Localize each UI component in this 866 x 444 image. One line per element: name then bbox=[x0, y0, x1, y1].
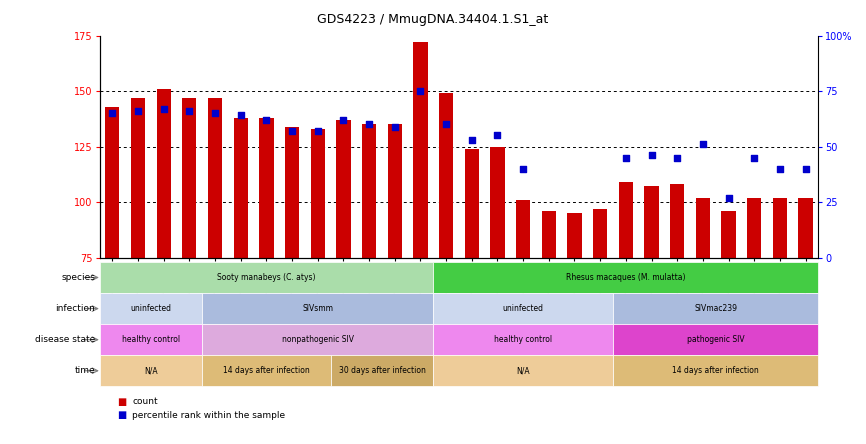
Text: species: species bbox=[61, 273, 95, 282]
Text: 30 days after infection: 30 days after infection bbox=[339, 366, 425, 375]
Bar bbox=[747, 198, 761, 258]
Bar bbox=[439, 93, 453, 258]
Bar bbox=[331, 355, 433, 386]
Point bbox=[131, 107, 145, 115]
Point bbox=[208, 110, 222, 117]
Bar bbox=[721, 211, 735, 258]
Text: percentile rank within the sample: percentile rank within the sample bbox=[132, 411, 286, 420]
Point bbox=[260, 116, 274, 123]
Bar bbox=[362, 124, 376, 258]
Bar bbox=[433, 324, 613, 355]
Bar bbox=[100, 324, 203, 355]
Bar bbox=[100, 262, 433, 293]
Point bbox=[311, 127, 325, 135]
Bar bbox=[285, 127, 299, 258]
Point bbox=[439, 121, 453, 128]
Text: uninfected: uninfected bbox=[131, 304, 171, 313]
Bar bbox=[208, 98, 223, 258]
Text: 14 days after infection: 14 days after infection bbox=[223, 366, 310, 375]
Bar bbox=[234, 118, 248, 258]
Bar bbox=[433, 355, 613, 386]
Text: 14 days after infection: 14 days after infection bbox=[672, 366, 759, 375]
Bar bbox=[613, 355, 818, 386]
Bar bbox=[157, 89, 171, 258]
Bar bbox=[619, 182, 633, 258]
Bar bbox=[433, 293, 613, 324]
Bar bbox=[695, 198, 710, 258]
Text: GDS4223 / MmugDNA.34404.1.S1_at: GDS4223 / MmugDNA.34404.1.S1_at bbox=[317, 13, 549, 26]
Bar bbox=[260, 118, 274, 258]
Point bbox=[644, 152, 658, 159]
Text: healthy control: healthy control bbox=[494, 335, 553, 344]
Bar bbox=[311, 129, 325, 258]
Bar bbox=[542, 211, 556, 258]
Bar bbox=[183, 98, 197, 258]
Bar bbox=[613, 293, 818, 324]
Point bbox=[388, 123, 402, 130]
Point bbox=[490, 132, 504, 139]
Bar bbox=[613, 324, 818, 355]
Bar bbox=[465, 149, 479, 258]
Text: Sooty manabeys (C. atys): Sooty manabeys (C. atys) bbox=[217, 273, 316, 282]
Point bbox=[285, 127, 299, 135]
Point bbox=[234, 112, 248, 119]
Point bbox=[414, 87, 428, 95]
Text: nonpathogenic SIV: nonpathogenic SIV bbox=[281, 335, 354, 344]
Point bbox=[337, 116, 351, 123]
Text: SIVmac239: SIVmac239 bbox=[695, 304, 737, 313]
Bar bbox=[433, 262, 818, 293]
Point bbox=[516, 165, 530, 172]
Bar bbox=[336, 120, 351, 258]
Text: time: time bbox=[74, 366, 95, 375]
Bar bbox=[203, 355, 331, 386]
Bar bbox=[203, 324, 433, 355]
Text: disease state: disease state bbox=[35, 335, 95, 344]
Point bbox=[721, 194, 735, 201]
Text: healthy control: healthy control bbox=[122, 335, 180, 344]
Bar bbox=[490, 147, 505, 258]
Point bbox=[465, 136, 479, 143]
Text: ■: ■ bbox=[117, 410, 126, 420]
Bar bbox=[772, 198, 787, 258]
Point bbox=[106, 110, 120, 117]
Bar bbox=[567, 213, 582, 258]
Point bbox=[798, 165, 812, 172]
Text: Rhesus macaques (M. mulatta): Rhesus macaques (M. mulatta) bbox=[566, 273, 686, 282]
Bar bbox=[100, 355, 203, 386]
Bar bbox=[413, 42, 428, 258]
Text: pathogenic SIV: pathogenic SIV bbox=[687, 335, 745, 344]
Text: uninfected: uninfected bbox=[502, 304, 544, 313]
Bar bbox=[106, 107, 120, 258]
Point bbox=[157, 105, 171, 112]
Bar bbox=[388, 124, 402, 258]
Text: infection: infection bbox=[55, 304, 95, 313]
Bar bbox=[203, 293, 433, 324]
Point bbox=[696, 141, 710, 148]
Text: ■: ■ bbox=[117, 397, 126, 407]
Text: count: count bbox=[132, 397, 158, 406]
Point bbox=[619, 154, 633, 161]
Bar bbox=[798, 198, 812, 258]
Text: SIVsmm: SIVsmm bbox=[302, 304, 333, 313]
Bar bbox=[100, 293, 203, 324]
Point bbox=[773, 165, 787, 172]
Text: N/A: N/A bbox=[144, 366, 158, 375]
Bar bbox=[644, 186, 658, 258]
Point bbox=[670, 154, 684, 161]
Point bbox=[747, 154, 761, 161]
Point bbox=[183, 107, 197, 115]
Bar bbox=[516, 200, 530, 258]
Bar bbox=[131, 98, 145, 258]
Bar bbox=[670, 184, 684, 258]
Bar bbox=[593, 209, 607, 258]
Text: N/A: N/A bbox=[516, 366, 530, 375]
Point bbox=[362, 121, 376, 128]
